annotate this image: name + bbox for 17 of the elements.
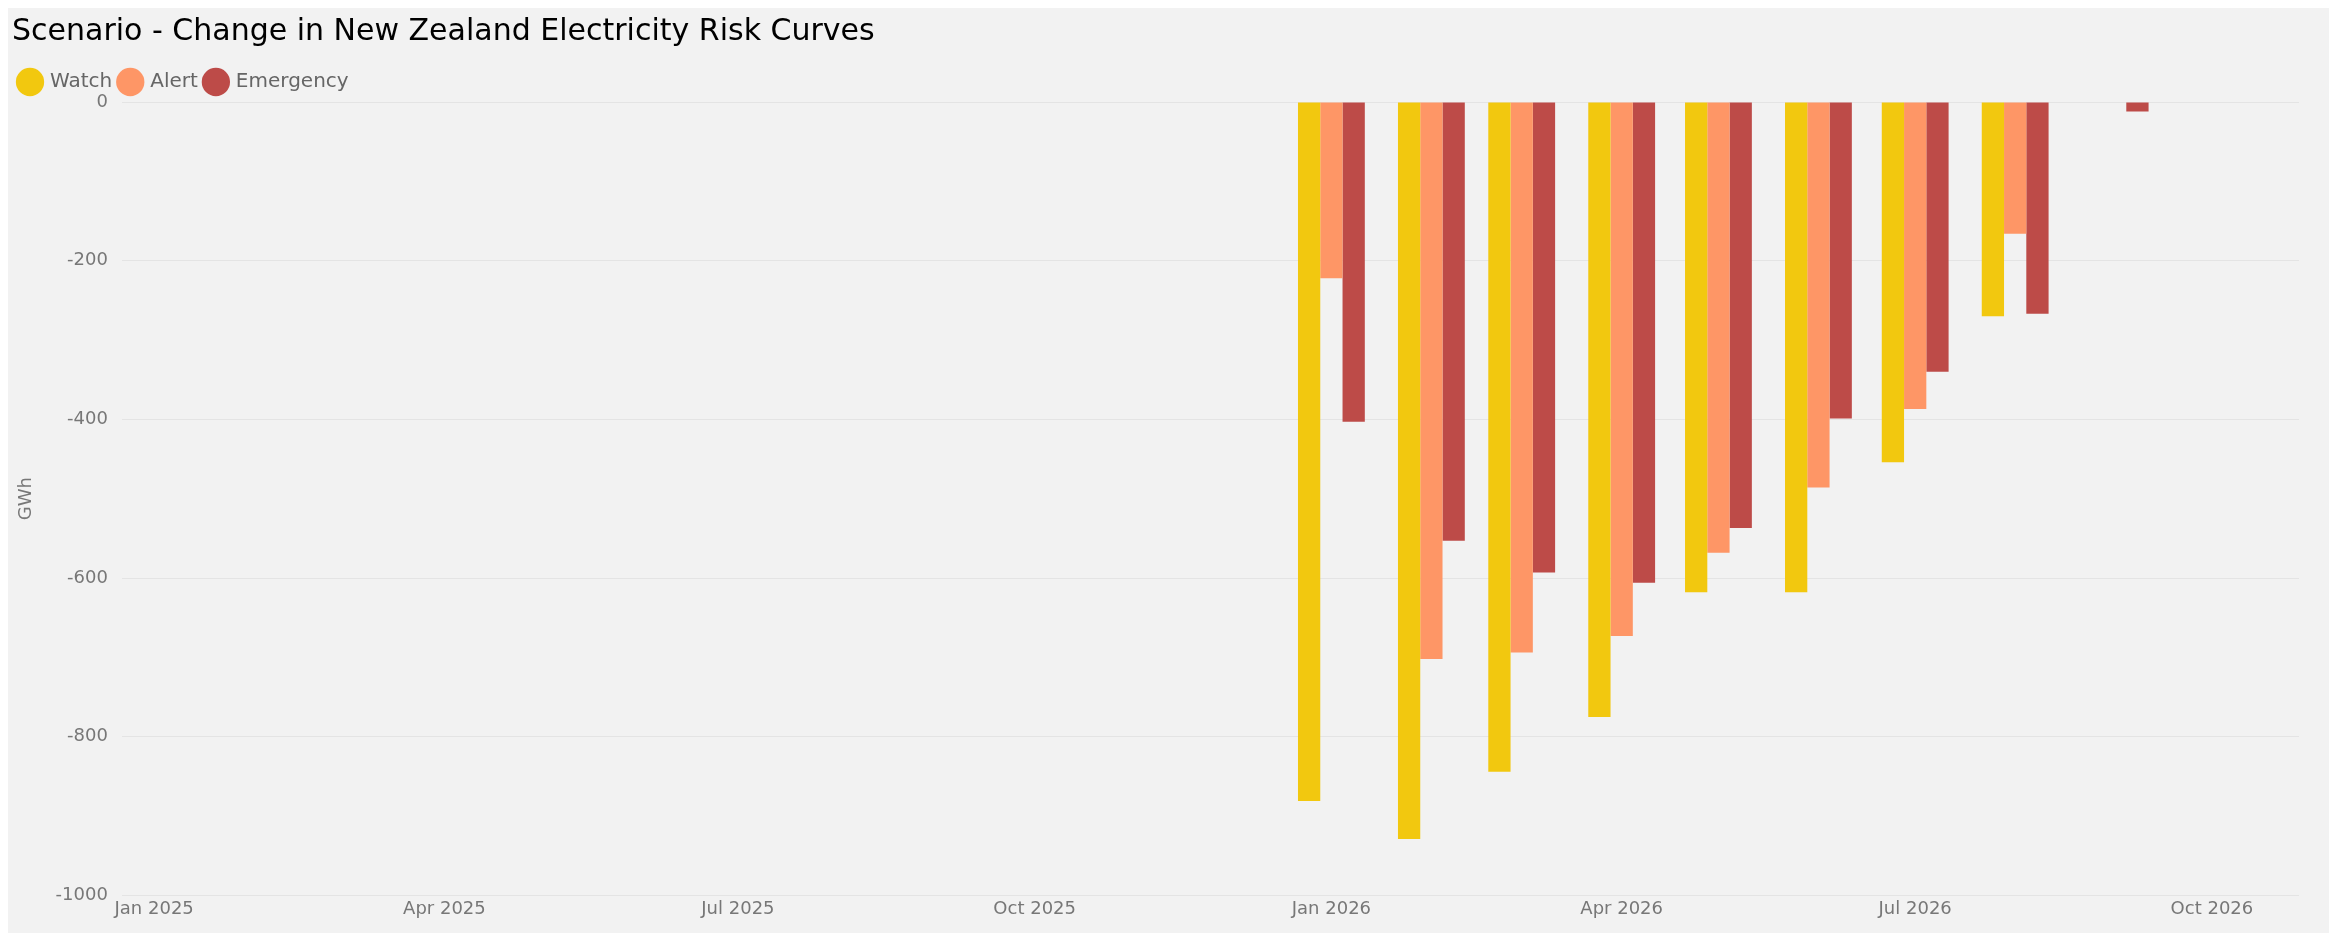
legend-label: Emergency	[235, 68, 349, 93]
y-axis-title: GWh	[14, 477, 36, 521]
x-tick-label: Jan 2025	[113, 896, 194, 918]
x-tick-label: Jul 2025	[700, 896, 775, 918]
legend-label: Alert	[150, 68, 199, 93]
x-tick-label: Apr 2026	[1580, 896, 1664, 918]
y-tick-label: -1000	[55, 883, 108, 905]
x-tick-label: Jul 2026	[1877, 896, 1952, 918]
y-tick-label: -200	[67, 248, 108, 270]
x-tick-label: Oct 2025	[993, 896, 1076, 918]
x-tick-label: Apr 2025	[403, 896, 486, 918]
chart-title: Scenario - Change in New Zealand Electricity Risk Curves	[12, 11, 875, 47]
x-tick-label: Jan 2026	[1290, 896, 1372, 918]
y-tick-label: -800	[67, 724, 108, 746]
y-tick-label: -400	[67, 407, 108, 429]
x-tick-label: Oct 2026	[2170, 896, 2254, 918]
y-tick-label: -600	[67, 565, 108, 587]
